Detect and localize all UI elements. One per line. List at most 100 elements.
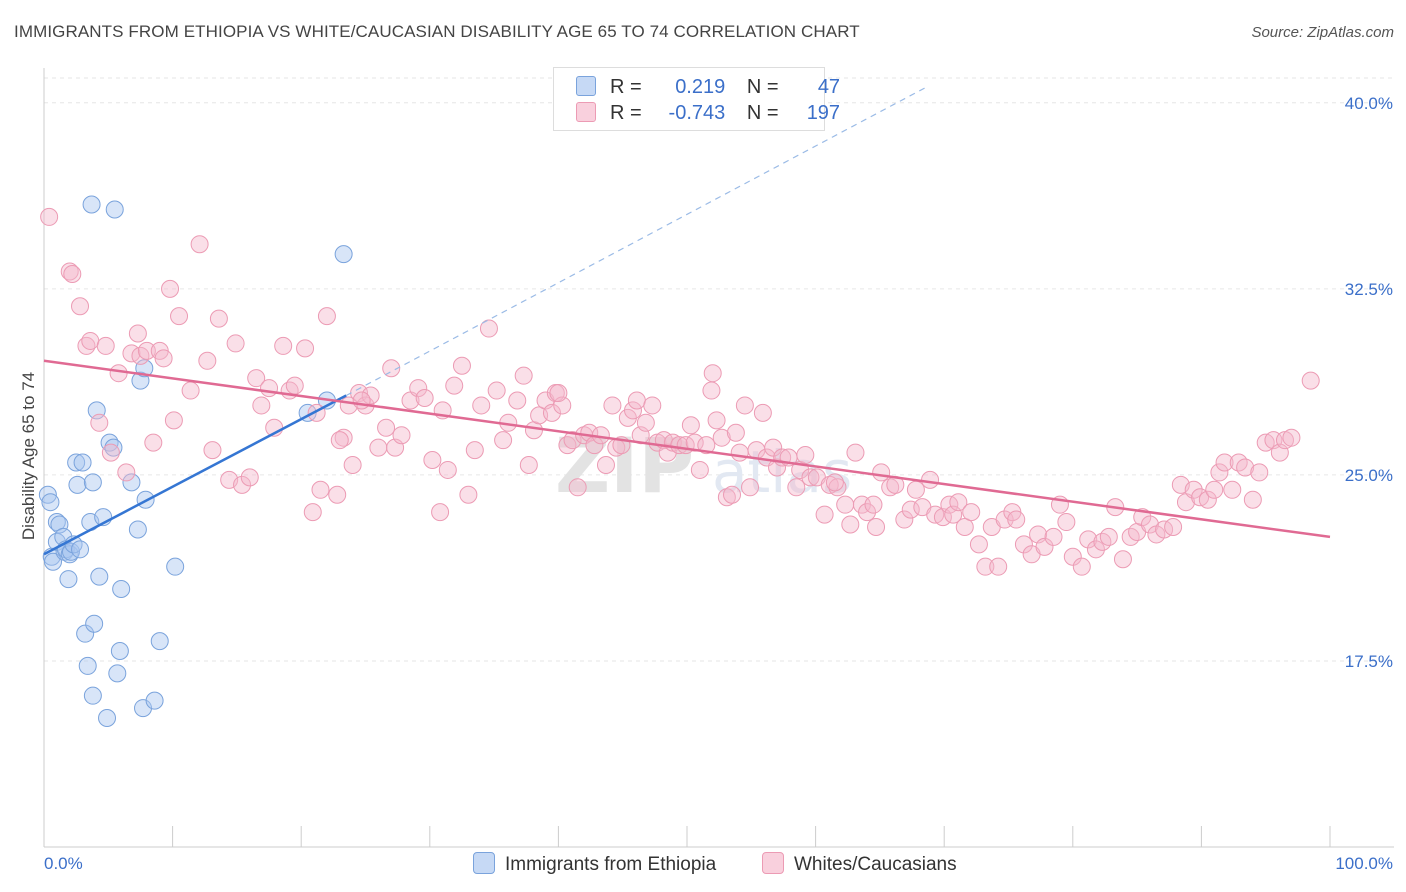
point-ethiopia [82, 195, 101, 214]
n-value-ethiopia: 47 [817, 76, 841, 98]
point-white [895, 510, 914, 529]
point-ethiopia [67, 453, 86, 472]
point-ethiopia [76, 624, 95, 643]
source-credit: Source: ZipAtlas.com [1251, 24, 1394, 41]
point-white [741, 478, 760, 497]
point-white [764, 438, 783, 457]
point-white [906, 480, 925, 499]
point-white [465, 441, 484, 460]
point-white [479, 319, 498, 338]
point-white [128, 324, 147, 343]
legend-item-ethiopia[interactable]: Immigrants from Ethiopia [473, 852, 716, 876]
point-white [1215, 453, 1234, 472]
chart-title: IMMIGRANTS FROM ETHIOPIA VS WHITE/CAUCAS… [14, 22, 860, 41]
point-white [801, 468, 820, 487]
point-ethiopia [105, 200, 124, 219]
point-white [1035, 537, 1054, 556]
point-white [343, 455, 362, 474]
point-white [723, 485, 742, 504]
point-white [1198, 490, 1217, 509]
point-white [170, 307, 189, 326]
point-white [109, 364, 128, 383]
point-white [703, 364, 722, 383]
point-white [377, 418, 396, 437]
point-white [825, 473, 844, 492]
y-axis-label: Disability Age 65 to 74 [19, 372, 38, 540]
stats-row-white: R = -0.743 N = 197 [576, 102, 840, 126]
point-ethiopia [85, 614, 104, 633]
point-white [717, 488, 736, 507]
point-white [303, 503, 322, 522]
point-white [1301, 371, 1320, 390]
point-white [1250, 463, 1269, 482]
n-value-white: 197 [806, 102, 841, 124]
point-white [707, 411, 726, 430]
point-white [361, 386, 380, 405]
point-white [702, 381, 721, 400]
point-white [1184, 480, 1203, 499]
point-ethiopia [108, 664, 127, 683]
point-ethiopia [59, 570, 78, 589]
point-ethiopia [334, 245, 353, 264]
stats-legend: R = 0.219 N = 47 R = -0.743 N = 197 [553, 67, 840, 131]
point-white [976, 557, 995, 576]
point-white [753, 403, 772, 422]
point-ethiopia [47, 513, 66, 532]
point-white [459, 485, 478, 504]
point-white [508, 391, 527, 410]
white-swatch [576, 102, 596, 122]
r-value-white: -0.743 [668, 102, 726, 124]
point-white [815, 505, 834, 524]
point-white [542, 403, 561, 422]
x-tick-label-min: 0.0% [44, 854, 83, 873]
point-white [697, 436, 716, 455]
point-white [452, 356, 471, 375]
point-white [392, 426, 411, 445]
point-white [1072, 557, 1091, 576]
point-white [181, 381, 200, 400]
point-white [382, 359, 401, 378]
point-white [921, 470, 940, 489]
point-white [1236, 458, 1255, 477]
point-white [252, 396, 271, 415]
point-white [596, 455, 615, 474]
point-ethiopia [112, 580, 131, 599]
point-white [1014, 535, 1033, 554]
point-ethiopia [166, 557, 185, 576]
point-white [1210, 463, 1229, 482]
point-white [627, 391, 646, 410]
point-ethiopia [78, 656, 97, 675]
point-white [787, 478, 806, 497]
legend-swatch-ethiopia [473, 852, 495, 874]
point-white [568, 478, 587, 497]
point-white [90, 413, 109, 432]
point-ethiopia [122, 473, 141, 492]
point-white [60, 262, 79, 281]
point-white [1140, 515, 1159, 534]
y-tick-label: 17.5% [1345, 652, 1393, 671]
point-white [949, 493, 968, 512]
point-ethiopia [104, 438, 123, 457]
point-white [369, 438, 388, 457]
legend-item-white[interactable]: Whites/Caucasians [762, 852, 957, 876]
n-label: N = [746, 102, 779, 124]
point-white [431, 503, 450, 522]
point-white [563, 431, 582, 450]
axes [43, 68, 1394, 848]
point-white [1063, 547, 1082, 566]
y-tick-label: 40.0% [1345, 94, 1393, 113]
point-white [514, 366, 533, 385]
point-white [311, 480, 330, 499]
point-ethiopia [41, 493, 60, 512]
point-white [643, 396, 662, 415]
point-white [409, 379, 428, 398]
point-white [240, 468, 259, 487]
point-ethiopia [90, 567, 109, 586]
point-white [1007, 510, 1026, 529]
point-white [137, 341, 156, 360]
point-white [330, 431, 349, 450]
point-white [636, 413, 655, 432]
x-tick-label-max: 100.0% [1335, 854, 1393, 873]
point-white [198, 351, 217, 370]
